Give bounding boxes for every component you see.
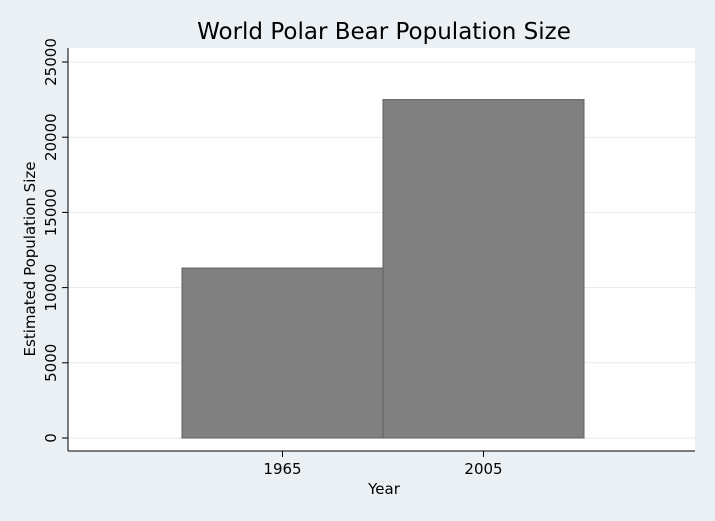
y-tick-label: 20000 [42, 113, 60, 161]
x-tick-labels: 1965 2005 [263, 460, 502, 478]
chart-title: World Polar Bear Population Size [197, 19, 571, 45]
y-tick-labels: 0 5000 10000 15000 20000 25000 [42, 38, 60, 443]
y-tick-label: 10000 [42, 264, 60, 312]
bar-1965 [181, 267, 384, 439]
y-axis-label: Estimated Population Size [21, 162, 39, 357]
y-tick-label: 25000 [42, 38, 60, 86]
x-axis-label: Year [367, 480, 401, 498]
x-tick-label: 1965 [263, 460, 301, 478]
bars [181, 99, 585, 439]
x-tick-label: 2005 [464, 460, 502, 478]
y-tick-label: 0 [42, 433, 60, 443]
y-tick-label: 15000 [42, 189, 60, 237]
y-tick-label: 5000 [42, 344, 60, 382]
axes [62, 48, 695, 457]
bar-2005 [382, 99, 585, 439]
